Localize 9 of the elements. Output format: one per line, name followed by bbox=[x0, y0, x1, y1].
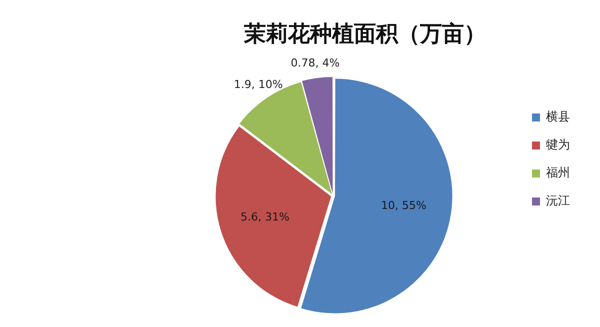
chart-title: 茉莉花种植面积（万亩） bbox=[243, 20, 486, 47]
data-label: 1.9, 10% bbox=[234, 78, 283, 92]
legend-label: 横县 bbox=[546, 110, 570, 124]
data-label: 5.6, 31% bbox=[240, 210, 290, 224]
data-label: 10, 55% bbox=[380, 199, 426, 212]
legend-label: 犍为 bbox=[546, 138, 570, 152]
data-label: 0.78, 4% bbox=[290, 56, 340, 70]
legend-label: 福州 bbox=[546, 166, 570, 180]
legend-label: 沅江 bbox=[546, 194, 570, 208]
